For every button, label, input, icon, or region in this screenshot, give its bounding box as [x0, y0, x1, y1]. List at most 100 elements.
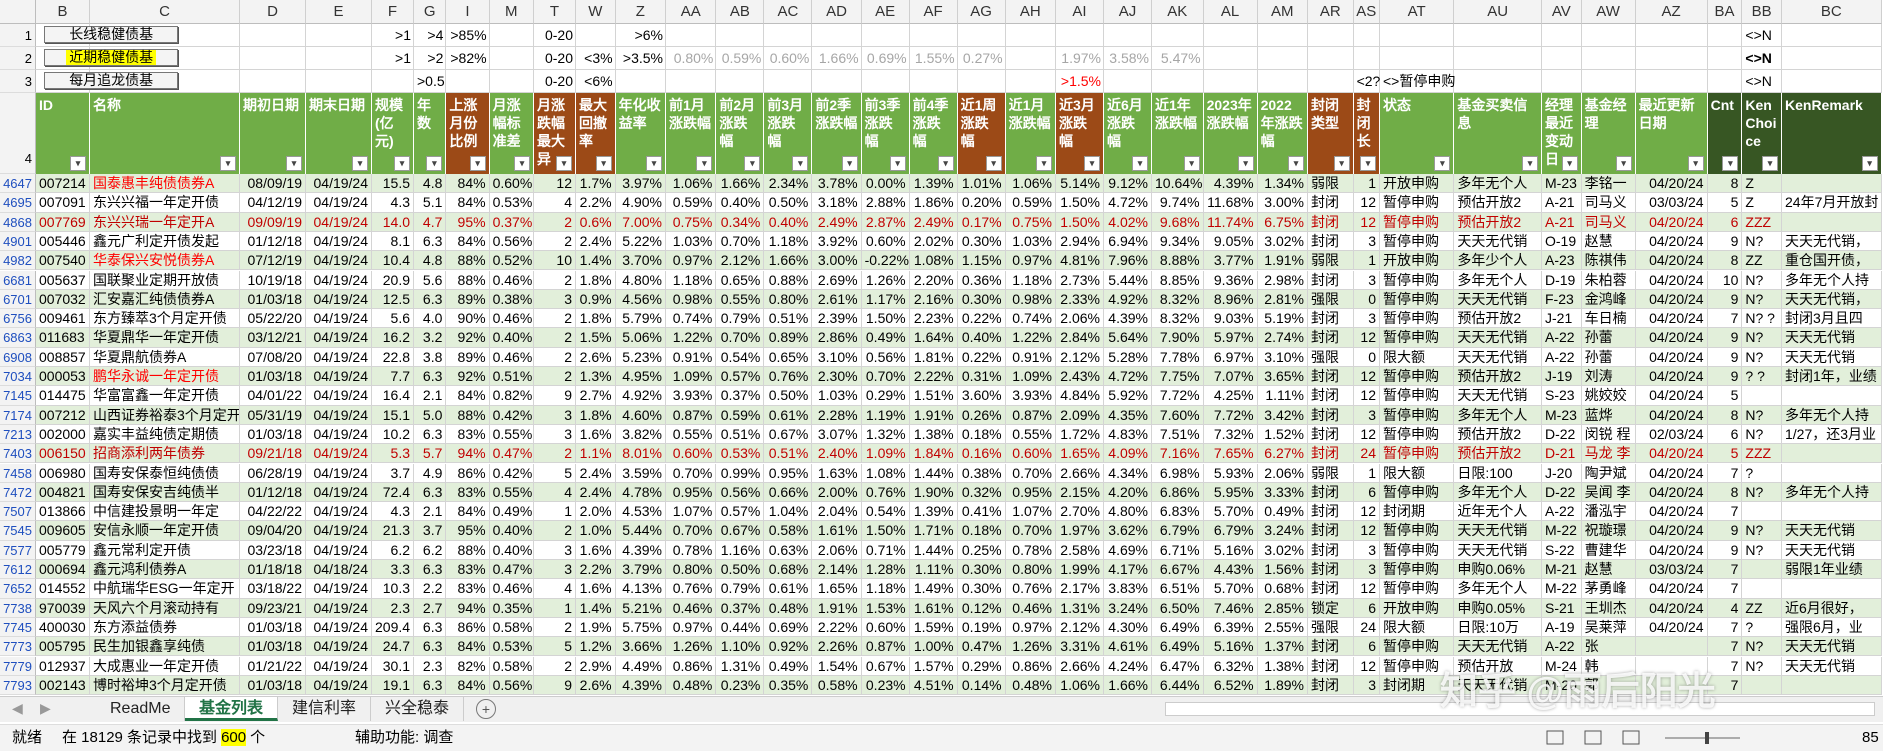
filter-dropdown[interactable]: ▾: [1615, 156, 1632, 171]
data-cell: 2.9%: [576, 656, 616, 676]
data-cell: 2: [534, 270, 576, 290]
layout-view-icon[interactable]: [1584, 730, 1602, 745]
filter-dropdown[interactable]: ▾: [645, 156, 662, 171]
data-cell: 0.69%: [764, 617, 813, 638]
filter-dropdown[interactable]: ▾: [1434, 156, 1451, 171]
data-cell: 6.32%: [1203, 656, 1258, 676]
tab-nav-prev[interactable]: ◀: [12, 700, 23, 716]
data-cell: 1.50%: [1056, 193, 1104, 213]
data-cell: 6.3: [414, 560, 447, 580]
row-number: 7472: [0, 482, 36, 503]
filter-dropdown[interactable]: ▾: [1237, 156, 1254, 171]
normal-view-icon[interactable]: [1546, 730, 1564, 745]
data-cell: 04/19/24: [306, 598, 372, 618]
data-cell: 0.68%: [1257, 579, 1308, 599]
data-cell: 04/19/24: [306, 212, 372, 232]
filter-dropdown[interactable]: ▾: [1359, 156, 1376, 171]
filter-dropdown[interactable]: ▾: [513, 156, 530, 171]
data-cell: 0.70%: [861, 367, 910, 387]
filter-criterion: 1.97%: [1061, 50, 1101, 66]
filter-dropdown[interactable]: ▾: [696, 156, 713, 171]
data-cell: 1.66%: [716, 174, 765, 194]
filter-dropdown[interactable]: ▾: [889, 156, 906, 171]
grid-cell: [716, 70, 765, 93]
data-cell: 陶尹斌: [1581, 463, 1636, 483]
filter-dropdown[interactable]: ▾: [70, 156, 86, 171]
data-cell: 1.6%: [576, 579, 616, 599]
filter-criterion: 5.47%: [1160, 50, 1201, 66]
filter-dropdown[interactable]: ▾: [220, 156, 236, 171]
filter-dropdown[interactable]: ▾: [744, 156, 761, 171]
filter-dropdown[interactable]: ▾: [556, 156, 572, 171]
macro-button[interactable]: 长线稳健债基: [44, 26, 179, 43]
sheet-tab[interactable]: ReadMe: [96, 697, 186, 721]
filter-dropdown[interactable]: ▾: [469, 156, 486, 171]
data-cell: 4.8: [414, 251, 447, 271]
data-cell: 6.3: [414, 675, 447, 696]
data-cell: 大成惠业一年定开债: [90, 656, 240, 676]
data-cell: 4.84%: [1056, 386, 1104, 406]
filter-dropdown[interactable]: ▾: [1084, 156, 1100, 171]
filter-dropdown[interactable]: ▾: [841, 156, 858, 171]
data-cell: 4.80%: [1104, 502, 1152, 522]
macro-button[interactable]: 近期稳健债基: [44, 49, 179, 66]
filter-dropdown[interactable]: ▾: [1521, 156, 1538, 171]
filter-dropdown[interactable]: ▾: [1861, 156, 1878, 171]
data-cell: 1.06%: [1005, 174, 1056, 194]
filter-criterion: 1.55%: [914, 50, 955, 66]
data-cell: 2.85%: [1257, 598, 1308, 618]
view-icons[interactable]: [1545, 728, 1745, 748]
filter-dropdown[interactable]: ▾: [792, 156, 809, 171]
filter-dropdown[interactable]: ▾: [426, 156, 443, 171]
data-cell: 04/19/24: [306, 424, 372, 445]
filter-dropdown[interactable]: ▾: [1722, 156, 1739, 171]
macro-button[interactable]: 每月追龙债基: [44, 72, 179, 89]
filter-dropdown[interactable]: ▾: [286, 156, 302, 171]
column-letter: D: [240, 0, 306, 24]
filter-dropdown[interactable]: ▾: [1761, 156, 1778, 171]
data-cell: 0.51%: [764, 444, 813, 464]
filter-dropdown[interactable]: ▾: [394, 156, 410, 171]
data-cell: 9: [1707, 521, 1743, 541]
data-cell: 6.3: [414, 424, 447, 445]
sheet-tab[interactable]: 兴全稳泰: [371, 697, 465, 721]
data-cell: 闵锐 程: [1581, 424, 1636, 445]
zoom-thumb[interactable]: [1705, 732, 1709, 744]
column-header: 月涨跌幅最大异 ▾: [534, 93, 576, 174]
sheet-tab[interactable]: 基金列表: [185, 697, 279, 721]
filter-dropdown[interactable]: ▾: [937, 156, 954, 171]
filter-dropdown[interactable]: ▾: [352, 156, 368, 171]
filter-dropdown[interactable]: ▾: [1287, 156, 1304, 171]
data-cell: 国联聚业定期开放债: [90, 270, 240, 290]
filter-dropdown[interactable]: ▾: [1132, 156, 1148, 171]
data-cell: 0.60%: [489, 174, 534, 194]
filter-dropdown[interactable]: ▾: [595, 156, 612, 171]
filter-dropdown[interactable]: ▾: [1183, 156, 1200, 171]
filter-dropdown[interactable]: ▾: [985, 156, 1002, 171]
data-cell: 天天无代销: [1782, 637, 1882, 657]
page-break-icon[interactable]: [1622, 730, 1640, 745]
column-letter: BA: [1707, 0, 1743, 24]
data-cell: 暂停申购: [1380, 405, 1455, 425]
filter-dropdown[interactable]: ▾: [1687, 156, 1704, 171]
grid-cell: [576, 47, 616, 70]
data-cell: 209.4: [372, 617, 414, 638]
filter-dropdown[interactable]: ▾: [1333, 156, 1350, 171]
data-cell: 天天无代销: [1454, 521, 1542, 541]
data-cell: 0.47%: [489, 560, 534, 580]
filter-criterion: 1.66%: [818, 50, 859, 66]
data-cell: 30.1: [372, 656, 414, 676]
filter-dropdown[interactable]: ▾: [1561, 156, 1578, 171]
data-cell: 7.78%: [1152, 347, 1204, 367]
data-cell: 2.7: [414, 598, 447, 618]
data-cell: 0.86%: [666, 656, 717, 676]
data-cell: 国寿安保泰恒纯债债: [90, 463, 240, 483]
filter-dropdown[interactable]: ▾: [1035, 156, 1052, 171]
tab-nav-next[interactable]: ▶: [40, 700, 51, 716]
horizontal-scrollbar[interactable]: [1165, 702, 1875, 716]
data-cell: 2.40%: [812, 444, 862, 464]
row-number: 7213: [0, 424, 36, 445]
sheet-tab[interactable]: 建信利率: [278, 697, 372, 721]
data-cell: 04/20/24: [1635, 270, 1708, 290]
add-sheet-button[interactable]: +: [476, 699, 496, 719]
